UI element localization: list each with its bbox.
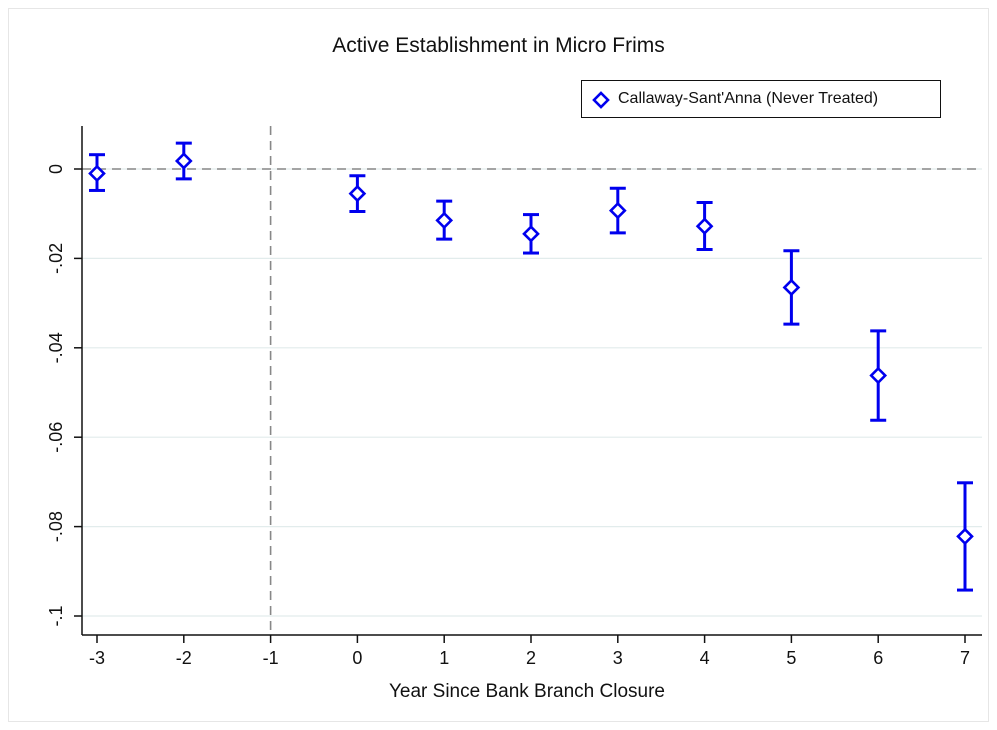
data-point-diamond: [869, 366, 888, 385]
x-tick-label: 7: [960, 648, 970, 668]
x-tick-label: -1: [263, 648, 279, 668]
legend-marker-diamond-icon: [592, 91, 610, 109]
y-tick-label: -.08: [46, 511, 66, 542]
legend-label: Callaway-Sant'Anna (Never Treated): [618, 90, 879, 107]
data-point-diamond: [88, 164, 106, 183]
chart-frame: [8, 8, 989, 722]
legend: Callaway-Sant'Anna (Never Treated): [581, 80, 941, 118]
data-point-diamond: [522, 224, 540, 243]
x-tick-label: 1: [439, 648, 449, 668]
data-point-diamond: [174, 152, 193, 170]
x-tick-label: 4: [700, 648, 710, 668]
x-tick-label: -2: [176, 648, 192, 668]
x-tick-label: 2: [526, 648, 536, 668]
x-tick-label: -3: [89, 648, 105, 668]
x-axis-title: Year Since Bank Branch Closure: [389, 681, 665, 702]
y-tick-label: -.1: [46, 605, 66, 626]
x-tick-label: 5: [786, 648, 796, 668]
data-point-diamond: [608, 201, 627, 220]
x-tick-label: 6: [873, 648, 883, 668]
y-tick-label: -.04: [46, 332, 66, 363]
x-tick-label: 3: [613, 648, 623, 668]
y-tick-label: 0: [46, 164, 66, 174]
data-point-diamond: [348, 184, 367, 203]
data-point-diamond: [695, 217, 714, 236]
x-tick-label: 0: [352, 648, 362, 668]
y-tick-label: -.02: [46, 243, 66, 274]
data-point-diamond: [782, 278, 801, 297]
chart-title: Active Establishment in Micro Frims: [332, 34, 665, 57]
data-point-diamond: [435, 211, 454, 230]
data-point-diamond: [956, 527, 974, 546]
y-tick-label: -.06: [46, 422, 66, 453]
